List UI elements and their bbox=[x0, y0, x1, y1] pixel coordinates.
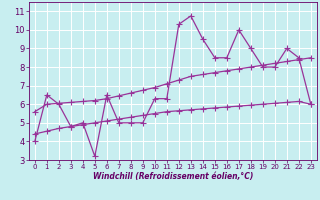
X-axis label: Windchill (Refroidissement éolien,°C): Windchill (Refroidissement éolien,°C) bbox=[92, 172, 253, 181]
